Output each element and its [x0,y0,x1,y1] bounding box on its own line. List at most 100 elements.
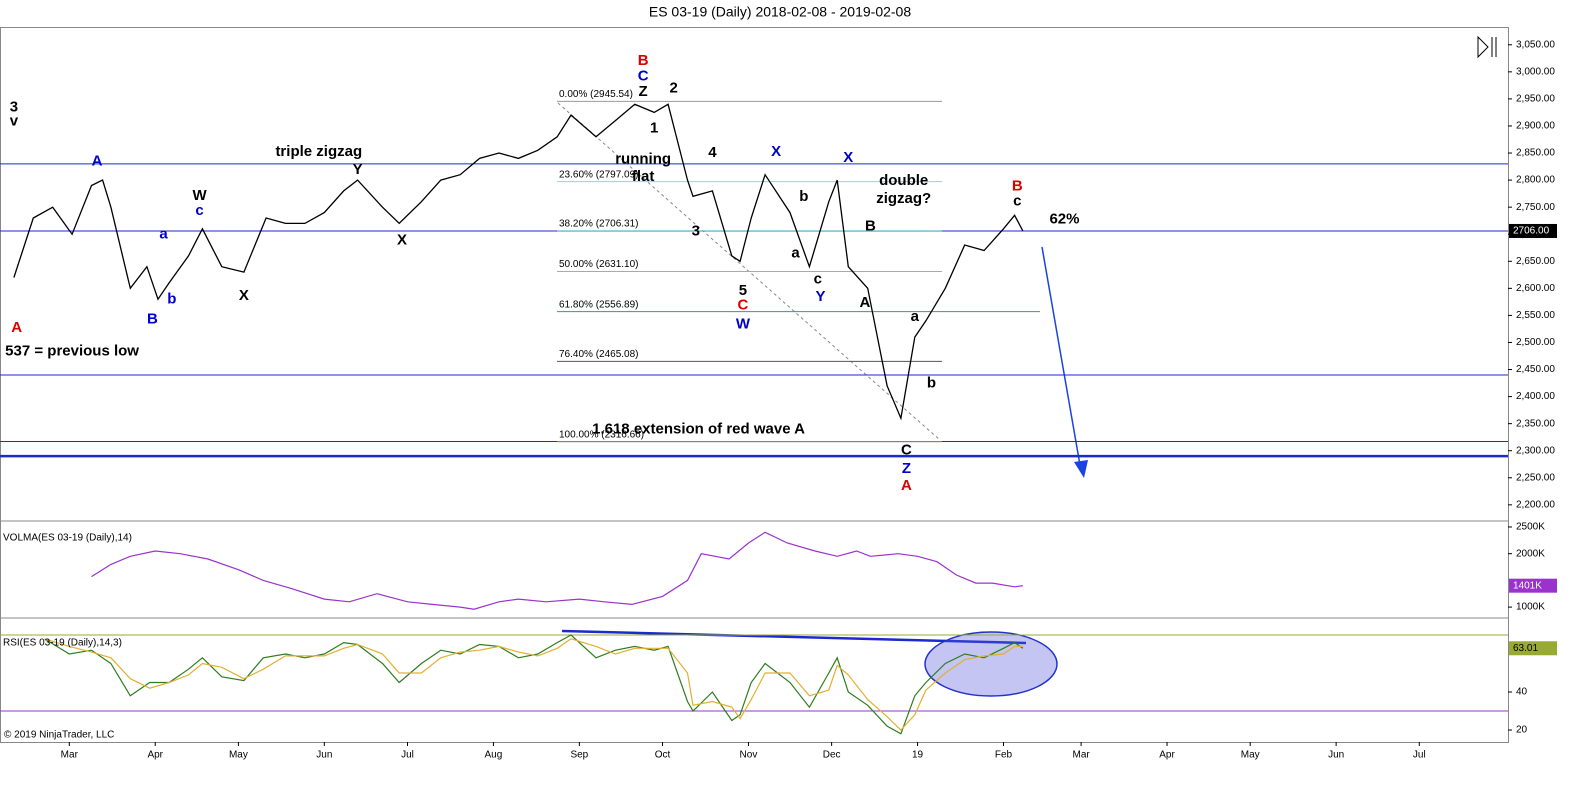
y-tick-label: 1000K [1516,602,1545,613]
y-tick-label: 2,750.00 [1516,202,1555,213]
x-tick-label: Mar [1072,750,1090,761]
x-tick-label: Feb [995,750,1013,761]
wave-label: W [736,316,751,333]
wave-label: a [159,226,168,243]
x-tick-label: Jul [1413,750,1426,761]
wave-label: Z [639,83,648,100]
y-tick-label: 2,600.00 [1516,283,1555,294]
fib-label: 23.60% (2797.09) [559,169,639,180]
y-tick-label: 40 [1516,687,1528,698]
y-tick-label: 2,500.00 [1516,337,1555,348]
wave-label: A [901,477,912,494]
wave-label: A [11,319,22,336]
projection-arrow [1041,246,1081,466]
last-value-box [1509,578,1557,593]
wave-label: 4 [708,144,717,161]
wave-label: b [927,375,936,392]
y-tick-label: 2,300.00 [1516,445,1555,456]
wave-label: 1.618 extension of red wave A [592,421,805,438]
wave-label: c [814,271,822,288]
y-tick-label: 2,950.00 [1516,94,1555,105]
y-tick-label: 2,350.00 [1516,418,1555,429]
wave-label: B [638,52,649,69]
x-tick-label: May [229,750,248,761]
plot-frame [0,27,1509,743]
fib-label: 100.00% (2316.66) [559,429,644,440]
wave-label: 3 [10,99,18,116]
y-tick-label: 2,800.00 [1516,175,1555,186]
y-tick-label: 2,250.00 [1516,472,1555,483]
y-tick-label: 2,200.00 [1516,499,1555,510]
wave-label: B [147,311,158,328]
wave-label: X [843,149,853,166]
wave-label: Z [902,460,911,477]
wave-label: b [799,188,808,205]
wave-label: 3 [692,222,700,239]
wave-label: zigzag? [876,190,931,207]
rsi-divergence-line [561,629,1027,645]
wave-label: double [879,172,928,189]
wave-label: v [10,113,19,130]
last-value-box [1509,223,1557,238]
wave-label: triple zigzag [275,143,362,160]
wave-label: 1 [650,120,658,137]
wave-label: C [901,442,912,459]
wave-label: a [911,308,920,325]
wave-label: X [397,232,407,249]
y-tick-label: 2500K [1516,522,1545,533]
wave-label: 5 [739,282,747,299]
y-tick-label: 20 [1516,725,1528,736]
y-tick-label: 3,050.00 [1516,39,1555,50]
fib-label: 61.80% (2556.89) [559,299,639,310]
y-tick-label: 3,000.00 [1516,66,1555,77]
wave-label: X [239,287,249,304]
y-tick-label: 2000K [1516,548,1545,559]
x-tick-label: 19 [912,750,924,761]
panel-label: RSI(ES 03-19 (Daily),14,3) [3,638,122,649]
rsi-highlight [924,631,1058,697]
wave-label: 62% [1049,211,1079,228]
wave-label: c [1013,193,1021,210]
wave-label: X [771,143,781,160]
series-line [13,103,1024,421]
wave-label: a [791,245,800,262]
wave-label: 2 [669,80,677,97]
wave-label: Y [353,161,363,178]
last-value-label: 1401K [1513,580,1542,591]
last-value-label: 2706.00 [1513,226,1550,237]
x-tick-label: Dec [823,750,841,761]
wave-label: B [1012,178,1023,195]
wave-label: flat [632,168,655,185]
y-tick-label: 2,400.00 [1516,391,1555,402]
arrow-head [1074,460,1088,478]
fib-label: 38.20% (2706.31) [559,218,639,229]
panel-label: VOLMA(ES 03-19 (Daily),14) [3,533,132,544]
scroll-end-button[interactable] [1477,35,1497,59]
wave-label: C [737,297,748,314]
x-tick-label: Mar [61,750,79,761]
wave-label: B [865,218,876,235]
x-tick-label: Jun [316,750,332,761]
wave-label: b [167,291,176,308]
y-tick-label: 2,550.00 [1516,310,1555,321]
chart-title: ES 03-19 (Daily) 2018-02-08 - 2019-02-08 [649,4,911,20]
fib-label: 76.40% (2465.08) [559,349,639,360]
last-value-label: 63.01 [1513,643,1538,654]
x-tick-label: Jun [1328,750,1344,761]
x-tick-label: Aug [485,750,503,761]
y-tick-label: 2,850.00 [1516,148,1555,159]
wave-label: A [859,294,870,311]
copyright: © 2019 NinjaTrader, LLC [4,730,114,741]
wave-label: c [195,202,203,219]
series-line [44,638,1023,731]
wave-label: 537 = previous low [5,343,139,360]
series-line [44,634,1024,735]
x-tick-label: Nov [740,750,758,761]
y-tick-label: 2,450.00 [1516,364,1555,375]
wave-label: C [638,68,649,85]
wave-label: running [615,150,671,167]
x-tick-label: Apr [1159,750,1175,761]
x-tick-label: Sep [570,750,588,761]
